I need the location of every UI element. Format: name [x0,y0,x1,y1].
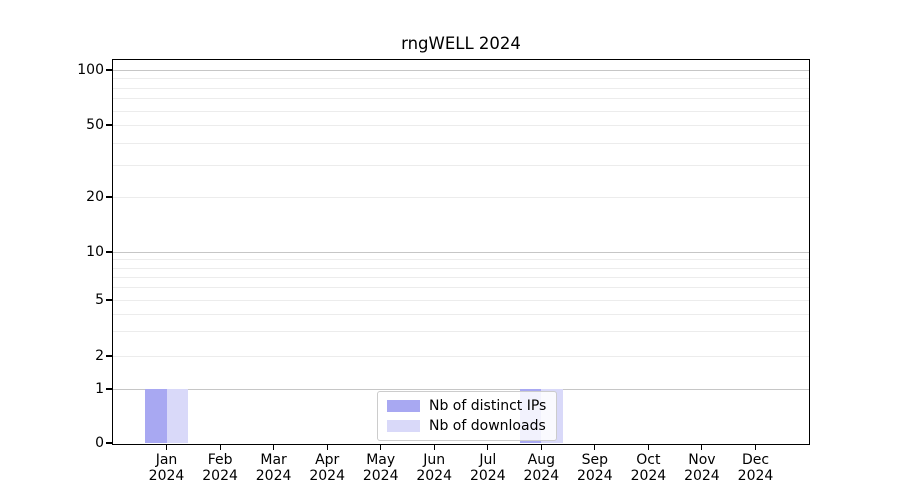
x-tick-label-year-jul: 2024 [469,468,506,484]
major-gridline [113,389,809,390]
x-tick-label-year-aug: 2024 [523,468,560,484]
minor-gridline [113,87,809,89]
y-tick-mark [106,124,112,126]
minor-gridline [113,78,809,80]
minor-gridline [113,98,809,100]
minor-gridline [113,276,809,278]
y-tick-label-5: 5 [95,292,104,308]
x-tick-mark [273,444,275,450]
x-tick-label-month-may: May [366,452,396,468]
major-gridline [113,252,809,253]
x-tick-label-year-jan: 2024 [148,468,185,484]
legend-label-series0: Nb of distinct IPs [429,398,547,414]
x-tick-mark [219,444,221,450]
x-tick-label-month-feb: Feb [207,452,233,468]
y-tick-label-10: 10 [86,244,104,260]
x-tick-label-month-oct: Oct [636,452,661,468]
minor-gridline [113,197,809,198]
x-tick-mark [754,444,757,450]
plot-canvas [113,60,809,444]
x-tick-mark [487,444,489,450]
x-tick-label-year-dec: 2024 [737,468,774,484]
x-tick-label-year-sep: 2024 [576,468,613,484]
minor-gridline [113,267,809,269]
minor-gridline [113,110,809,112]
x-tick-mark [380,444,382,450]
x-tick-label-year-jun: 2024 [416,468,452,484]
x-tick-label-month-aug: Aug [527,452,555,468]
legend-row: Nb of downloads [387,417,546,435]
minor-gridline [113,142,809,144]
x-tick-label-month-nov: Nov [688,452,716,468]
y-tick-mark [106,196,112,198]
x-tick-mark [540,444,542,450]
legend-label-series1: Nb of downloads [429,418,546,434]
minor-gridline [113,356,809,357]
x-tick-mark [594,444,596,450]
x-tick-label-year-nov: 2024 [684,468,720,484]
x-tick-label-month-mar: Mar [260,452,287,468]
x-tick-label-month-sep: Sep [581,452,608,468]
x-tick-label-year-oct: 2024 [630,468,667,484]
y-tick-label-100: 100 [77,62,104,78]
x-tick-mark [165,444,168,450]
minor-gridline [113,259,809,261]
x-tick-label-year-feb: 2024 [202,468,238,484]
x-tick-label-year-apr: 2024 [309,468,345,484]
x-tick-label-month-jan: Jan [155,452,178,468]
x-tick-mark [701,444,703,450]
x-tick-mark [647,444,649,450]
y-tick-mark [106,442,112,444]
x-tick-label-year-may: 2024 [362,468,399,484]
y-tick-mark [106,69,112,71]
plot-area [112,59,810,445]
minor-gridline [113,313,809,315]
major-gridline [113,70,809,71]
x-tick-label-month-jun: Jun [423,452,446,468]
legend-swatch-series1 [387,420,420,432]
minor-gridline [113,165,809,167]
minor-gridline [113,300,809,301]
minor-gridline [113,331,809,333]
minor-gridline [113,287,809,289]
legend: Nb of distinct IPs Nb of downloads [377,391,558,441]
x-tick-label-month-apr: Apr [315,452,340,468]
bar-jan-series1 [166,389,188,443]
legend-row: Nb of distinct IPs [387,397,546,415]
x-tick-label-month-dec: Dec [741,452,770,468]
y-tick-label-1: 1 [95,381,104,397]
minor-gridline [113,125,809,126]
y-tick-label-2: 2 [95,348,104,364]
y-tick-label-50: 50 [86,117,104,133]
chart-title: rngWELL 2024 [401,34,521,53]
bar-jan-series0 [145,389,167,443]
y-tick-label-0: 0 [95,435,104,451]
x-tick-mark [326,444,328,450]
y-tick-mark [106,299,112,301]
legend-swatch-series0 [387,400,420,412]
y-tick-label-20: 20 [86,189,104,205]
y-tick-mark [106,388,112,390]
x-tick-label-year-mar: 2024 [255,468,292,484]
y-tick-mark [106,251,112,253]
y-tick-mark [106,355,112,357]
x-tick-mark [433,444,435,450]
x-tick-label-month-jul: Jul [479,452,497,468]
